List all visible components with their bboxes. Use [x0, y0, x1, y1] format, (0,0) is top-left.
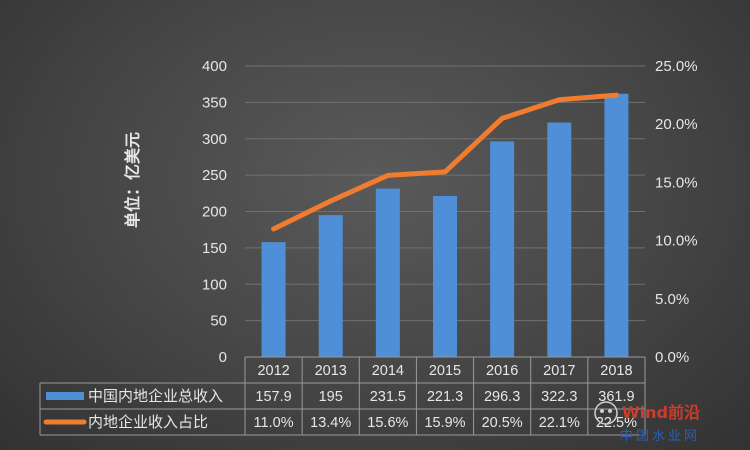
- bar: [547, 122, 572, 357]
- y2-tick-label: 0.0%: [655, 349, 689, 366]
- data-label: 22.5%: [596, 415, 637, 431]
- line-series: [271, 92, 619, 232]
- y2-tick-label: 5.0%: [655, 291, 689, 308]
- data-label: 296.3: [484, 389, 520, 405]
- data-label: 15.6%: [367, 415, 408, 431]
- series-line: [271, 92, 619, 232]
- y2-tick-label: 10.0%: [655, 233, 698, 250]
- category-label: 2017: [543, 363, 575, 379]
- bar: [318, 215, 343, 357]
- data-label: 361.9: [598, 389, 634, 405]
- data-label: 22.1%: [539, 415, 580, 431]
- data-label: 20.5%: [482, 415, 523, 431]
- watermark-line1: Wind前沿: [622, 403, 700, 422]
- y-tick-label: 50: [210, 313, 227, 330]
- category-label: 2013: [315, 363, 347, 379]
- y-tick-label: 200: [202, 204, 227, 221]
- y-tick-label: 100: [202, 276, 227, 293]
- data-label: 13.4%: [310, 415, 351, 431]
- category-label: 2012: [257, 363, 289, 379]
- y-axis-label: 单位：亿美元: [123, 132, 142, 228]
- bar: [261, 242, 286, 357]
- legend-label: 内地企业收入占比: [88, 413, 208, 431]
- category-label: 2014: [372, 363, 404, 379]
- data-label: 157.9: [255, 389, 291, 405]
- y-tick-label: 400: [202, 58, 227, 75]
- bar: [375, 188, 400, 357]
- category-label: 2018: [600, 363, 632, 379]
- y-tick-label: 150: [202, 240, 227, 257]
- y2-tick-label: 25.0%: [655, 58, 698, 75]
- y2-tick-label: 15.0%: [655, 174, 698, 191]
- watermark-line2: 中国水业网: [620, 429, 700, 444]
- data-label: 11.0%: [254, 415, 294, 431]
- bar-series: [261, 93, 629, 358]
- data-label: 15.9%: [424, 415, 465, 431]
- bar: [433, 196, 457, 357]
- data-label: 221.3: [427, 389, 463, 405]
- bar: [604, 93, 629, 358]
- y-tick-label: 350: [202, 94, 227, 111]
- data-table: 2012 2013 2014 2015 2016 2017 2018 中国内地企业总收入 157…: [39, 356, 646, 436]
- data-label: 195: [319, 389, 343, 405]
- legend-key-bar: [46, 392, 84, 400]
- y-tick-label: 300: [202, 131, 227, 148]
- watermark: Wind前沿 中国水业网: [594, 401, 700, 444]
- category-label: 2016: [486, 363, 518, 379]
- bar: [490, 141, 515, 357]
- category-label: 2015: [429, 363, 461, 379]
- right-axis-ticks: 0.0% 5.0% 10.0% 15.0% 20.0% 25.0%: [655, 58, 698, 366]
- legend-label: 中国内地企业总收入: [88, 387, 223, 405]
- data-label: 231.5: [370, 389, 406, 405]
- left-axis-ticks: 0 50 100 150 200 250 300 350 400: [202, 58, 227, 366]
- y-tick-label: 0: [219, 349, 227, 366]
- data-label: 322.3: [541, 389, 577, 405]
- y2-tick-label: 20.0%: [655, 116, 698, 133]
- y-tick-label: 250: [202, 167, 227, 184]
